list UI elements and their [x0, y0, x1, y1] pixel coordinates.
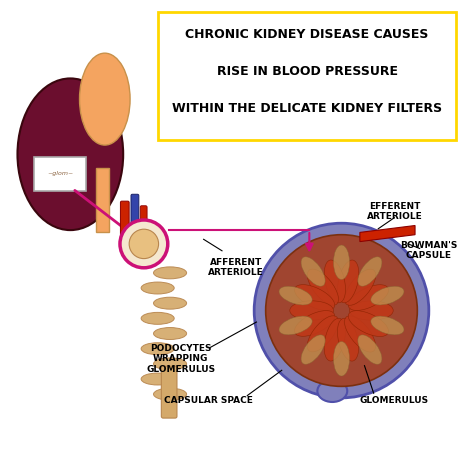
Ellipse shape: [80, 53, 130, 145]
Ellipse shape: [371, 286, 404, 305]
Polygon shape: [360, 226, 415, 242]
Ellipse shape: [307, 269, 338, 305]
Ellipse shape: [345, 316, 375, 352]
Ellipse shape: [279, 286, 312, 305]
Circle shape: [129, 229, 159, 259]
Ellipse shape: [348, 310, 389, 337]
Ellipse shape: [318, 380, 347, 402]
Text: EFFERENT
ARTERIOLE: EFFERENT ARTERIOLE: [366, 202, 422, 221]
Ellipse shape: [141, 312, 174, 324]
Text: AFFERENT
ARTERIOLE: AFFERENT ARTERIOLE: [208, 258, 264, 277]
Ellipse shape: [334, 245, 349, 280]
Ellipse shape: [301, 257, 325, 286]
Ellipse shape: [154, 328, 187, 339]
Text: RISE IN BLOOD PRESSURE: RISE IN BLOOD PRESSURE: [217, 65, 398, 78]
FancyBboxPatch shape: [161, 366, 177, 418]
Text: ~glom~: ~glom~: [47, 171, 73, 176]
Ellipse shape: [307, 316, 338, 352]
Ellipse shape: [358, 335, 382, 365]
Ellipse shape: [141, 343, 174, 355]
Ellipse shape: [337, 318, 359, 361]
Text: BOWMAN'S
CAPSULE: BOWMAN'S CAPSULE: [400, 241, 457, 261]
Ellipse shape: [358, 257, 382, 286]
Ellipse shape: [154, 267, 187, 279]
Ellipse shape: [345, 269, 376, 305]
Ellipse shape: [154, 297, 187, 309]
Text: CAPSULAR SPACE: CAPSULAR SPACE: [164, 396, 253, 405]
Circle shape: [265, 235, 417, 386]
Ellipse shape: [141, 282, 174, 294]
Ellipse shape: [334, 342, 349, 376]
Circle shape: [120, 220, 168, 268]
Polygon shape: [96, 168, 109, 232]
Ellipse shape: [154, 388, 187, 400]
Ellipse shape: [290, 301, 334, 320]
Ellipse shape: [18, 78, 123, 230]
Ellipse shape: [154, 358, 187, 370]
Ellipse shape: [349, 301, 393, 320]
Text: GLOMERULUS: GLOMERULUS: [360, 396, 429, 405]
Ellipse shape: [301, 335, 325, 365]
FancyBboxPatch shape: [158, 12, 456, 140]
Ellipse shape: [279, 316, 312, 335]
FancyBboxPatch shape: [34, 157, 86, 191]
Ellipse shape: [371, 316, 404, 335]
Ellipse shape: [324, 318, 346, 361]
Circle shape: [254, 223, 429, 398]
FancyBboxPatch shape: [131, 194, 139, 250]
Ellipse shape: [324, 260, 346, 303]
Text: CHRONIC KIDNEY DISEASE CAUSES: CHRONIC KIDNEY DISEASE CAUSES: [185, 28, 428, 41]
Text: PODOCYTES
WRAPPING
GLOMERULUS: PODOCYTES WRAPPING GLOMERULUS: [146, 344, 215, 374]
Ellipse shape: [294, 285, 335, 310]
FancyBboxPatch shape: [140, 206, 147, 238]
Text: WITHIN THE DELICATE KIDNEY FILTERS: WITHIN THE DELICATE KIDNEY FILTERS: [172, 102, 442, 115]
Ellipse shape: [348, 285, 389, 310]
Ellipse shape: [141, 373, 174, 385]
Ellipse shape: [294, 310, 335, 336]
FancyBboxPatch shape: [120, 201, 129, 243]
Ellipse shape: [337, 260, 359, 303]
